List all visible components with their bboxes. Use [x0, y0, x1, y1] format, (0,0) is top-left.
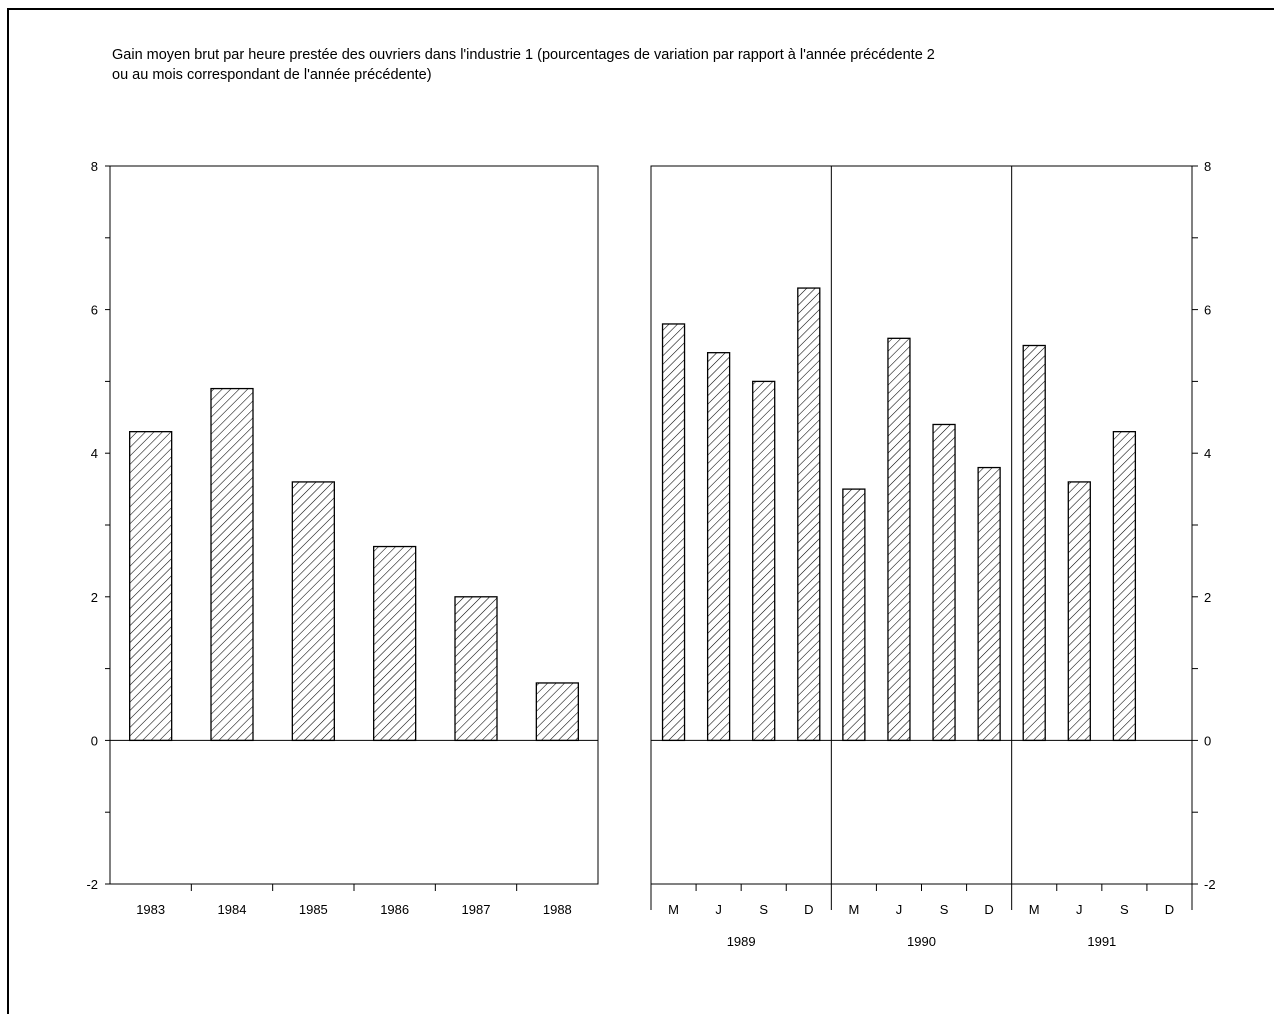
x-label-1989-J: J — [715, 902, 722, 917]
x-label-1985: 1985 — [299, 902, 328, 917]
x-label-1991-S: S — [1120, 902, 1129, 917]
bar-1986 — [373, 545, 417, 742]
left-y-tick-label: 0 — [91, 733, 98, 748]
x-label-1990-S: S — [940, 902, 949, 917]
x-label-1983: 1983 — [136, 902, 165, 917]
x-label-1987: 1987 — [462, 902, 491, 917]
x-label-1990-J: J — [896, 902, 903, 917]
chart-title: Gain moyen brut par heure prestée des ou… — [112, 45, 1212, 85]
bar-1985 — [291, 481, 335, 742]
bar-1990-J — [887, 337, 911, 742]
bar-1989-M — [661, 323, 686, 742]
figure-frame — [7, 8, 1274, 1014]
x-label-1986: 1986 — [380, 902, 409, 917]
x-label-1989-D: D — [804, 902, 813, 917]
year-label-1991: 1991 — [1087, 934, 1116, 949]
bar-1989-S — [752, 380, 776, 742]
x-label-1990-D: D — [984, 902, 993, 917]
right-plot-frame — [650, 165, 1193, 885]
right-y-tick-label: -2 — [1204, 877, 1216, 892]
bar-1990-S — [932, 423, 956, 742]
bar-1991-M — [1022, 344, 1046, 742]
bar-1989-D — [797, 287, 821, 742]
right-y-tick-label: 2 — [1204, 590, 1211, 605]
right-y-tick-label: 4 — [1204, 446, 1211, 461]
bar-1988 — [535, 682, 579, 742]
x-label-1989-S: S — [759, 902, 768, 917]
left-plot-frame — [109, 165, 599, 885]
x-label-1991-J: J — [1076, 902, 1083, 917]
bar-1991-S — [1112, 431, 1137, 742]
x-label-1991-M: M — [1029, 902, 1040, 917]
bar-1987 — [454, 596, 498, 742]
x-label-1984: 1984 — [218, 902, 247, 917]
bar-1990-D — [977, 466, 1001, 742]
x-label-1988: 1988 — [543, 902, 572, 917]
left-y-tick-label: 2 — [91, 590, 98, 605]
x-label-1989-M: M — [668, 902, 679, 917]
year-label-1990: 1990 — [907, 934, 936, 949]
right-y-tick-label: 0 — [1204, 733, 1211, 748]
bar-1983 — [129, 431, 173, 742]
bar-1984 — [210, 387, 254, 742]
title-line-1: Gain moyen brut par heure prestée des ou… — [112, 47, 935, 63]
year-label-1989: 1989 — [727, 934, 756, 949]
left-y-tick-label: -2 — [86, 877, 98, 892]
title-line-2: ou au mois correspondant de l'année préc… — [112, 67, 432, 83]
left-y-tick-label: 4 — [91, 446, 98, 461]
x-label-1990-M: M — [848, 902, 859, 917]
bar-1990-M — [842, 488, 866, 742]
x-label-1991-D: D — [1165, 902, 1174, 917]
left-y-tick-label: 6 — [91, 303, 98, 318]
right-y-tick-label: 6 — [1204, 303, 1211, 318]
bar-1989-J — [706, 352, 731, 742]
right-y-tick-label: 8 — [1204, 159, 1211, 174]
left-y-tick-label: 8 — [91, 159, 98, 174]
bar-1991-J — [1067, 481, 1091, 742]
